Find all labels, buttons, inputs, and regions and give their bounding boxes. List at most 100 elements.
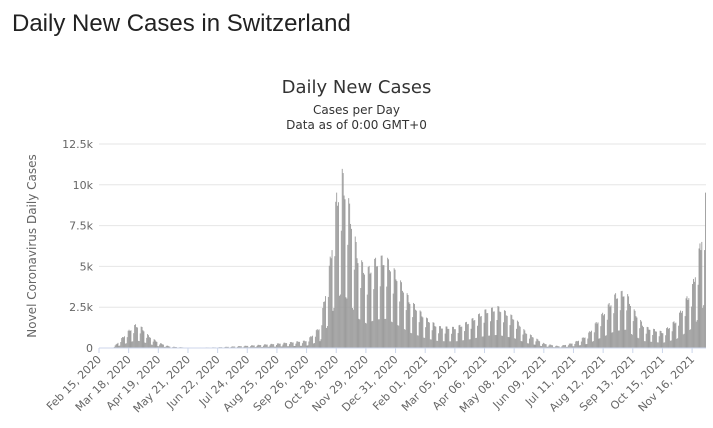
bar [450,341,452,348]
bar [402,292,404,348]
bar [462,340,464,348]
bar [277,343,279,348]
bar [380,255,382,348]
bar [262,346,263,348]
bar [325,296,326,348]
bar [691,306,693,348]
bar [261,346,263,348]
bar [681,310,683,348]
bar [621,290,623,348]
bar [576,340,578,348]
bar [350,223,352,348]
bar [491,307,492,348]
bar [139,333,141,348]
bar [701,241,703,348]
bar [485,309,487,348]
bar [290,341,292,348]
bar [409,303,411,348]
bar [476,337,478,348]
bar [263,345,264,348]
bar [430,339,432,348]
bar [589,331,591,348]
bar [662,333,664,348]
bar [256,345,258,348]
bar [135,324,137,348]
bar [390,321,392,348]
bar [562,345,564,348]
bar [383,265,385,348]
bar [377,319,379,348]
bar [568,343,570,348]
bar [571,343,573,348]
bar [423,337,425,348]
bar [398,325,400,348]
bar [447,328,449,348]
bar [369,273,371,348]
bar [585,344,587,348]
bar [643,341,645,348]
bar [561,346,563,348]
bar [318,329,320,348]
bar [125,343,127,348]
bar [622,296,624,348]
bar [638,338,640,348]
bar [287,346,289,348]
bar [692,284,693,348]
bar [246,345,248,348]
bar [326,326,328,348]
bar [349,203,351,348]
bar [311,336,313,348]
bar [421,316,423,348]
bar [351,228,352,348]
bar [581,337,583,348]
bar [549,344,551,348]
bar [673,321,675,348]
bar [556,345,558,348]
bar [366,294,368,348]
bar [152,341,154,348]
bar [237,346,238,348]
bar [244,345,246,348]
bar [319,341,321,348]
bar [127,330,129,348]
bar [483,322,485,348]
bar [375,257,377,348]
bar [633,309,635,348]
bar [162,344,163,348]
bar [644,341,646,348]
bar [149,337,150,348]
bar [233,346,235,348]
bar [513,319,515,348]
bar [371,321,373,348]
bar [453,326,454,348]
bar [306,345,308,348]
bar [551,345,553,348]
bar [410,332,412,348]
bar [309,337,311,348]
bar [158,346,160,348]
bar [443,341,445,348]
bar [616,298,617,348]
bar [365,323,367,348]
bar [140,326,142,348]
bar [441,328,443,348]
bar [124,343,126,348]
bar [240,346,242,348]
bar [412,317,414,348]
bar [467,323,469,348]
bar [653,328,655,348]
bar [694,277,696,348]
bar [455,341,457,348]
bar [658,336,660,348]
bar [310,336,312,348]
bar [495,335,497,348]
bar [131,341,133,348]
bar [508,337,510,348]
bar [515,338,516,348]
bar [163,346,165,348]
bar [456,341,458,348]
y-axis-title: Novel Coronavirus Daily Cases [25,154,39,337]
bar [145,342,147,348]
bar [488,335,490,348]
bar [579,345,581,348]
